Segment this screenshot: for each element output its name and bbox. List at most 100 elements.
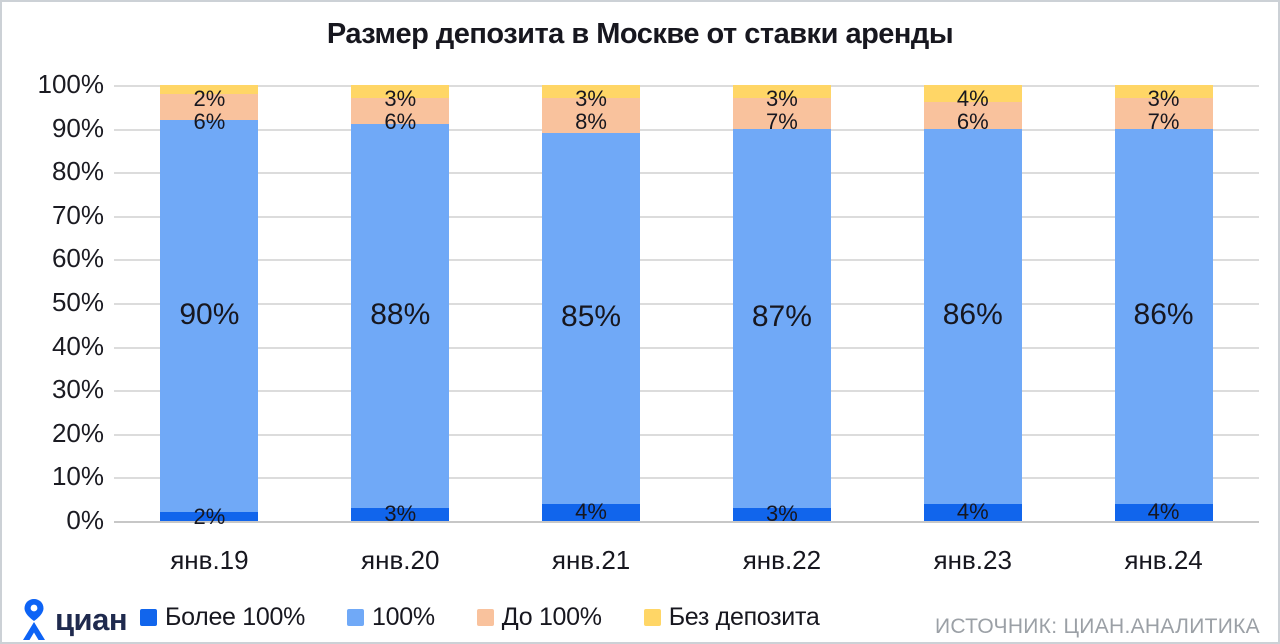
- bar-segment: [160, 119, 259, 513]
- grid-line: [114, 477, 1259, 480]
- stacked-bar-янв.24: 4% 86% 7% 3%: [1114, 85, 1213, 523]
- segment-value-label: 86%: [1133, 298, 1194, 332]
- segment-value-label: 4%: [956, 86, 989, 111]
- bar-segment: [1114, 503, 1213, 521]
- bar-segment: [542, 98, 641, 133]
- bar-segment: [160, 85, 259, 94]
- grid-line: [114, 521, 1259, 523]
- y-tick-label: 40%: [51, 330, 104, 361]
- segment-value-label: 3%: [766, 86, 798, 111]
- bar-segment: [732, 98, 831, 129]
- legend-label: До 100%: [501, 603, 602, 631]
- y-tick-label: 10%: [51, 461, 104, 492]
- segment-value-label: 6%: [384, 109, 417, 134]
- grid-line: [114, 259, 1259, 262]
- grid-line: [114, 172, 1259, 175]
- grid-line: [114, 433, 1259, 436]
- x-category-label: янв.20: [361, 545, 440, 575]
- y-tick-label: 70%: [51, 199, 104, 230]
- legend-item: Без депозита: [643, 603, 820, 632]
- y-tick-label: 60%: [51, 243, 104, 274]
- bar-segment: [923, 128, 1022, 504]
- cian-logo: циан: [18, 598, 128, 642]
- segment-value-label: 3%: [575, 86, 607, 111]
- grid-line: [114, 85, 1259, 87]
- bar-segment: [351, 507, 450, 521]
- bar-segment: [1114, 85, 1213, 99]
- bar-segment: [923, 503, 1022, 521]
- stacked-bar-янв.20: 3% 88% 6% 3%: [351, 85, 450, 526]
- bar-segment: [1114, 98, 1213, 129]
- bar-segment: [351, 85, 450, 99]
- grid-line: [114, 303, 1259, 305]
- bar-segment: [1114, 128, 1213, 504]
- y-tick-label: 100%: [37, 69, 105, 99]
- segment-value-label: 86%: [942, 298, 1003, 332]
- y-tick-label: 50%: [51, 287, 104, 317]
- y-tick-label: 30%: [51, 374, 104, 405]
- bar-segment: [732, 507, 831, 521]
- grid-line: [114, 346, 1259, 349]
- cian-pin-person-icon: [23, 599, 45, 640]
- bar-segment: [351, 124, 450, 508]
- segment-value-label: 87%: [751, 300, 812, 334]
- segment-value-label: 3%: [384, 86, 417, 111]
- segment-value-label: 2%: [193, 503, 226, 529]
- chart-title: Размер депозита в Москве от ставки аренд…: [326, 18, 954, 50]
- legend-label: Без депозита: [668, 603, 820, 631]
- stacked-bar-янв.19: 2% 90% 6% 2%: [160, 85, 259, 528]
- bar-segment: [923, 85, 1022, 103]
- source-caption: ИСТОЧНИК: ЦИАН.АНАЛИТИКА: [935, 615, 1260, 638]
- bar-segment: [160, 512, 259, 521]
- segment-value-label: 6%: [956, 109, 989, 134]
- x-axis: янв.19 янв.20 янв.21 янв.22 янв.23 янв.24: [114, 545, 1259, 579]
- segment-value-label: 3%: [384, 501, 417, 527]
- segment-value-label: 4%: [956, 499, 989, 525]
- bar-segment: [351, 98, 450, 125]
- stacked-bar-янв.21: 4% 85% 8% 3%: [542, 85, 641, 525]
- grid-line: [114, 390, 1259, 393]
- bar-segment: [923, 102, 1022, 129]
- x-category-label: янв.19: [170, 545, 249, 575]
- y-tick-label: 90%: [51, 112, 104, 143]
- stacked-bar-янв.23: 4% 86% 6% 4%: [923, 85, 1022, 525]
- segment-value-label: 85%: [561, 300, 622, 334]
- legend-item: До 100%: [476, 603, 602, 632]
- segment-value-label: 2%: [193, 86, 226, 111]
- legend-item: 100%: [347, 603, 435, 632]
- grid-line: [114, 215, 1259, 218]
- bar-segment: [160, 93, 259, 120]
- legend-swatch: [476, 609, 494, 626]
- segment-value-label: 3%: [1147, 86, 1180, 111]
- segment-value-label: 6%: [193, 109, 226, 134]
- segment-value-label: 7%: [1147, 109, 1180, 134]
- y-tick-label: 80%: [51, 156, 104, 187]
- x-category-label: янв.23: [933, 545, 1012, 575]
- legend-swatch: [643, 609, 661, 626]
- x-category-label: янв.24: [1124, 545, 1203, 575]
- bar-segment: [732, 85, 831, 99]
- plot-area: 2% 90% 6% 2% 3% 88% 6% 3% 4% 85% 8% 3% 3% 87% 7% 3% 4% 86…: [114, 85, 1259, 528]
- legend: Более 100% 100% До 100% Без депозита: [140, 603, 820, 632]
- bar-segment: [732, 128, 831, 508]
- legend-swatch: [347, 609, 365, 626]
- x-category-label: янв.22: [742, 545, 822, 575]
- y-tick-label: 0%: [66, 505, 104, 535]
- legend-swatch: [140, 609, 157, 626]
- bar-segment: [542, 132, 641, 504]
- segment-value-label: 7%: [766, 109, 798, 134]
- grid-line: [114, 128, 1259, 131]
- segment-value-label: 3%: [766, 501, 798, 527]
- segment-value-label: 90%: [179, 298, 240, 332]
- legend-item: Более 100%: [140, 603, 305, 632]
- segment-value-label: 88%: [370, 298, 431, 332]
- bar-segment: [542, 85, 641, 99]
- segment-value-label: 4%: [575, 499, 607, 525]
- y-tick-label: 20%: [51, 417, 104, 448]
- legend-label: Более 100%: [165, 603, 306, 631]
- stacked-bar-янв.22: 3% 87% 7% 3%: [732, 85, 831, 526]
- bar-segment: [542, 503, 641, 521]
- segment-value-label: 8%: [575, 109, 607, 134]
- legend-label: 100%: [372, 603, 435, 631]
